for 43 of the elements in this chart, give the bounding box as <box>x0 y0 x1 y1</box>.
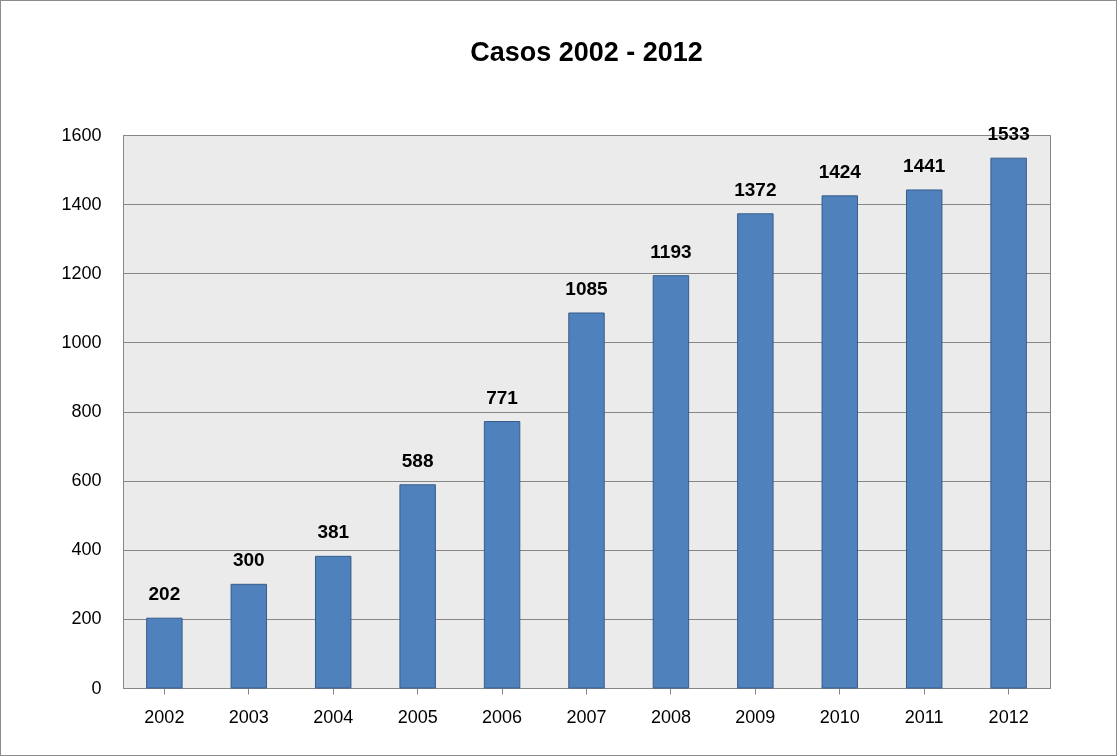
data-label: 1424 <box>818 160 862 182</box>
x-tick-label: 2009 <box>735 706 776 727</box>
bar <box>821 195 859 689</box>
bar <box>568 312 605 689</box>
data-label: 300 <box>232 549 265 571</box>
bar <box>737 213 774 689</box>
x-tick-label: 2006 <box>482 706 523 727</box>
data-label: 202 <box>148 583 181 605</box>
bar <box>230 583 268 689</box>
x-tick-label: 2003 <box>228 706 269 727</box>
bar <box>483 421 521 689</box>
y-tick-label: 1000 <box>61 331 102 352</box>
bar <box>146 617 183 689</box>
x-tick-label: 2002 <box>144 706 185 727</box>
y-tick-label: 800 <box>71 401 102 421</box>
x-tick-label: 2010 <box>819 706 860 727</box>
y-tick-label: 400 <box>71 539 102 560</box>
bar <box>314 555 352 689</box>
bar <box>990 157 1027 689</box>
data-label: 1085 <box>565 278 609 299</box>
y-tick-label: 600 <box>71 470 102 491</box>
y-tick-label: 1200 <box>61 262 102 283</box>
bar <box>905 189 943 689</box>
chart-title: Casos 2002 - 2012 <box>470 37 703 68</box>
x-tick-label: 2012 <box>988 706 1029 727</box>
x-tick-label: 2007 <box>566 706 607 727</box>
y-tick-label: 1600 <box>61 124 102 145</box>
data-label: 1372 <box>734 178 777 200</box>
x-tick-label: 2011 <box>904 706 944 727</box>
bar <box>399 484 436 689</box>
x-tick-label: 2008 <box>650 706 691 727</box>
y-tick-label: 0 <box>91 677 102 698</box>
data-label: 588 <box>401 449 434 471</box>
data-label: 1533 <box>987 123 1030 145</box>
bar <box>652 275 690 689</box>
data-label: 771 <box>486 386 519 408</box>
x-tick-label: 2004 <box>313 706 354 727</box>
y-tick-label: 1400 <box>61 193 102 214</box>
data-label: 381 <box>317 521 350 543</box>
data-label: 1193 <box>650 240 692 262</box>
x-tick-label: 2005 <box>397 706 438 727</box>
y-tick-label: 200 <box>71 608 102 629</box>
data-label: 1441 <box>903 154 946 176</box>
